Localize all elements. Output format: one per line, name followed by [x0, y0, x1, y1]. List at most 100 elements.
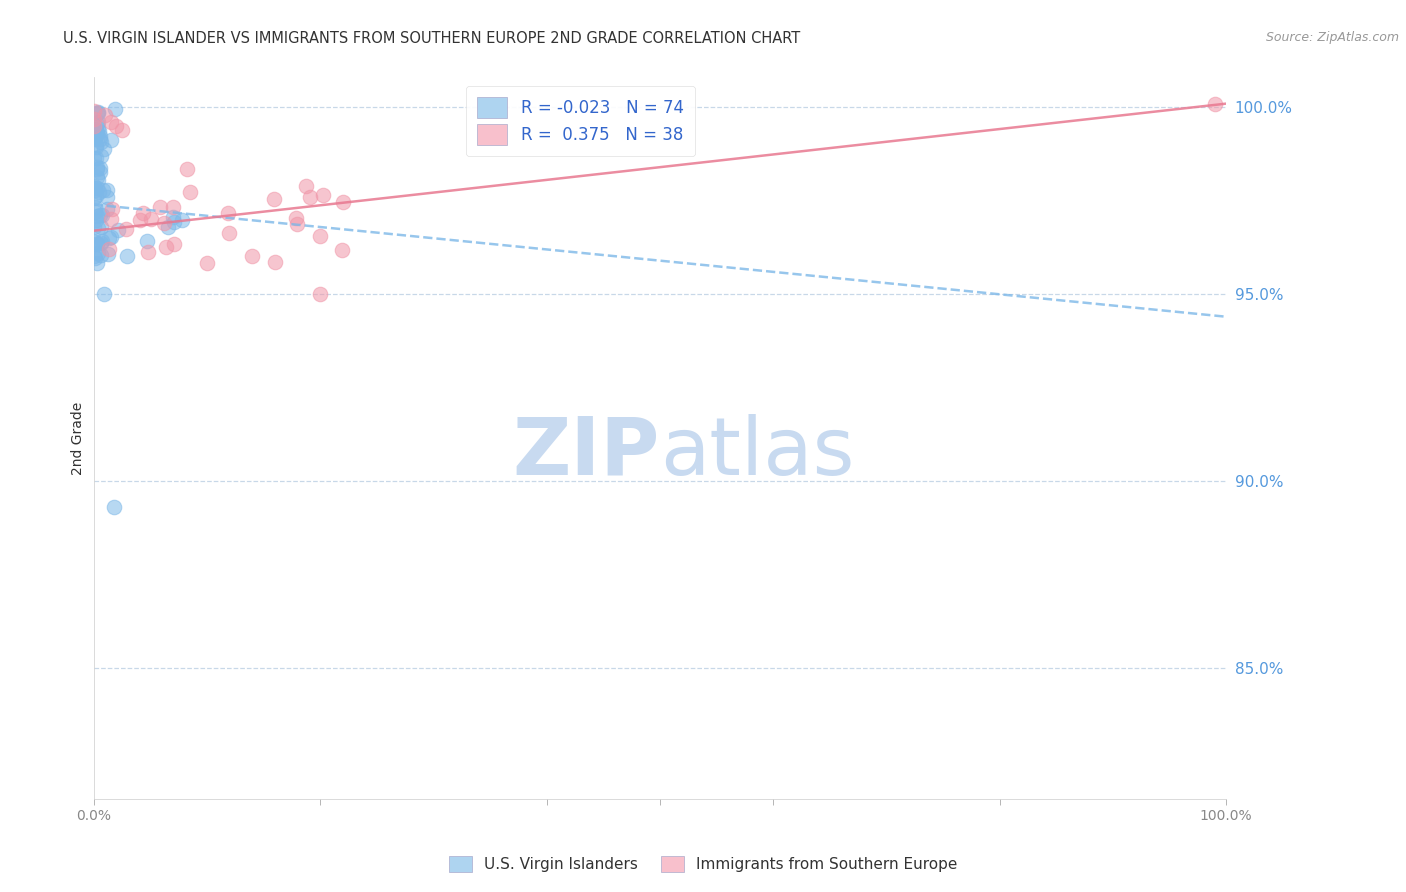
Point	[263, 192, 285, 206]
Point	[312, 187, 335, 202]
Point	[101, 202, 124, 217]
Point	[86, 181, 108, 195]
Point	[86, 162, 108, 177]
Point	[86, 170, 108, 185]
Point	[195, 255, 218, 269]
Point	[84, 188, 107, 202]
Point	[299, 190, 322, 204]
Point	[309, 229, 332, 244]
Point	[83, 112, 105, 126]
Point	[84, 213, 107, 227]
Point	[87, 114, 110, 128]
Point	[97, 247, 120, 261]
Legend: U.S. Virgin Islanders, Immigrants from Southern Europe: U.S. Virgin Islanders, Immigrants from S…	[441, 848, 965, 880]
Point	[89, 131, 111, 145]
Y-axis label: 2nd Grade: 2nd Grade	[72, 401, 86, 475]
Point	[84, 152, 107, 166]
Point	[83, 119, 105, 133]
Point	[90, 248, 112, 262]
Point	[162, 210, 184, 224]
Point	[86, 117, 108, 131]
Point	[91, 183, 114, 197]
Point	[115, 222, 138, 236]
Point	[83, 220, 105, 235]
Point	[93, 287, 115, 301]
Point	[107, 222, 129, 236]
Point	[89, 208, 111, 222]
Text: ZIP: ZIP	[513, 414, 659, 491]
Point	[1204, 96, 1226, 111]
Point	[91, 208, 114, 222]
Point	[89, 161, 111, 175]
Point	[96, 183, 118, 197]
Point	[240, 249, 263, 263]
Text: atlas: atlas	[659, 414, 855, 491]
Point	[105, 119, 128, 133]
Point	[332, 195, 354, 210]
Point	[309, 287, 332, 301]
Point	[90, 234, 112, 248]
Point	[90, 219, 112, 234]
Point	[163, 236, 186, 251]
Point	[93, 142, 115, 156]
Point	[139, 212, 162, 227]
Point	[132, 205, 155, 219]
Point	[97, 231, 120, 245]
Point	[83, 179, 105, 194]
Point	[104, 102, 127, 116]
Point	[84, 205, 107, 219]
Point	[218, 226, 240, 240]
Point	[86, 127, 108, 141]
Point	[83, 251, 105, 265]
Point	[295, 178, 318, 193]
Point	[89, 165, 111, 179]
Point	[87, 186, 110, 200]
Point	[84, 200, 107, 214]
Point	[87, 105, 110, 120]
Point	[136, 234, 159, 248]
Point	[84, 122, 107, 136]
Point	[83, 191, 105, 205]
Point	[86, 256, 108, 270]
Point	[86, 236, 108, 251]
Point	[152, 216, 174, 230]
Point	[84, 129, 107, 144]
Point	[87, 221, 110, 235]
Point	[90, 236, 112, 251]
Point	[263, 255, 285, 269]
Point	[96, 190, 118, 204]
Point	[217, 206, 239, 220]
Point	[89, 128, 111, 143]
Point	[287, 217, 309, 231]
Point	[83, 181, 105, 195]
Point	[86, 106, 108, 120]
Point	[86, 160, 108, 174]
Point	[83, 183, 105, 197]
Point	[84, 140, 107, 154]
Point	[90, 135, 112, 149]
Point	[163, 215, 186, 229]
Point	[332, 243, 354, 257]
Point	[83, 104, 105, 119]
Point	[100, 133, 122, 147]
Point	[89, 124, 111, 138]
Point	[100, 115, 122, 129]
Point	[129, 213, 152, 227]
Point	[86, 120, 108, 135]
Point	[83, 132, 105, 146]
Point	[136, 244, 159, 259]
Point	[86, 209, 108, 223]
Point	[284, 211, 307, 225]
Point	[176, 161, 198, 176]
Point	[86, 236, 108, 251]
Point	[87, 106, 110, 120]
Text: Source: ZipAtlas.com: Source: ZipAtlas.com	[1265, 31, 1399, 45]
Point	[111, 122, 134, 136]
Point	[97, 243, 120, 257]
Point	[100, 211, 122, 226]
Point	[172, 213, 194, 227]
Legend: R = -0.023   N = 74, R =  0.375   N = 38: R = -0.023 N = 74, R = 0.375 N = 38	[465, 86, 696, 156]
Point	[86, 125, 108, 139]
Point	[157, 219, 180, 234]
Point	[155, 240, 177, 254]
